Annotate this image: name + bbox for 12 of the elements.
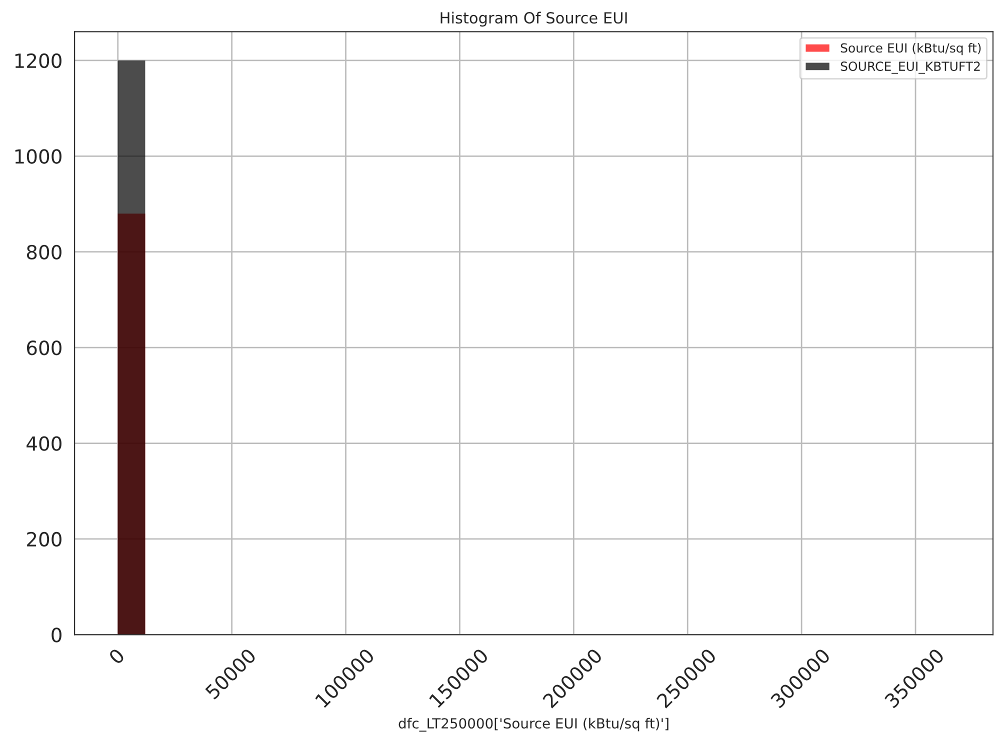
- y-tick-label: 600: [26, 340, 62, 356]
- chart-title: Histogram Of Source EUI: [440, 12, 627, 27]
- x-axis-title: dfc_LT250000['Source EUI (kBtu/sq ft)']: [398, 718, 668, 732]
- x-tick-label: 0: [108, 648, 126, 665]
- y-tick-label: 200: [27, 532, 62, 547]
- legend-label: Source EUI (kBtu/sq ft): [840, 42, 981, 56]
- y-tick-label: 0: [52, 628, 62, 642]
- y-tick-label: 400: [26, 436, 62, 451]
- y-tick-label: 800: [26, 244, 62, 260]
- y-tick-label: 1200: [15, 53, 62, 68]
- legend-label: SOURCE_EUI_KBTUFT2: [840, 62, 980, 74]
- y-tick-label: 1000: [15, 149, 62, 164]
